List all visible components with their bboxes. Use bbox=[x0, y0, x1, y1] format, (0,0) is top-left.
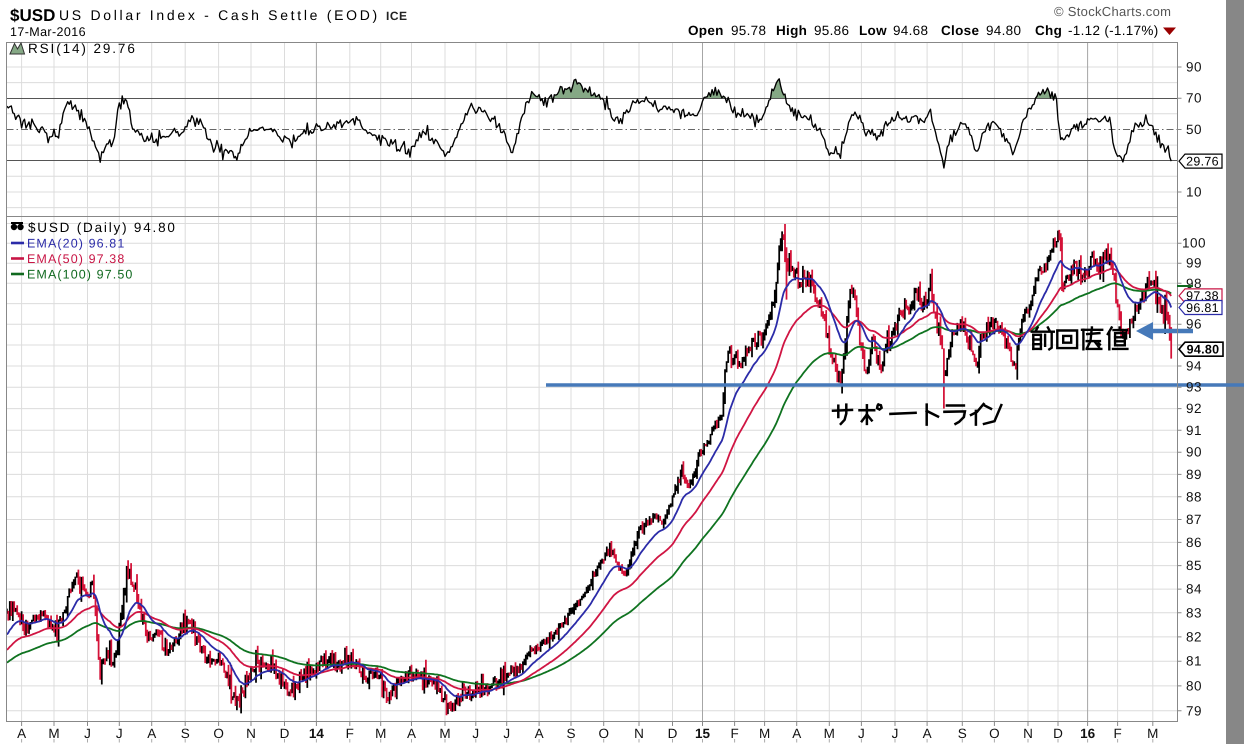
svg-text:M: M bbox=[759, 726, 770, 741]
svg-text:81: 81 bbox=[1186, 654, 1202, 669]
svg-text:J: J bbox=[858, 726, 865, 741]
svg-text:S: S bbox=[958, 726, 967, 741]
svg-text:98: 98 bbox=[1186, 276, 1202, 291]
svg-text:A: A bbox=[923, 726, 932, 741]
svg-text:A: A bbox=[17, 726, 26, 741]
svg-text:High: High bbox=[776, 23, 807, 38]
svg-text:94.80: 94.80 bbox=[1187, 343, 1220, 357]
svg-text:O: O bbox=[989, 726, 1000, 741]
svg-text:A: A bbox=[407, 726, 416, 741]
svg-text:ICE: ICE bbox=[386, 9, 408, 23]
svg-text:87: 87 bbox=[1186, 512, 1202, 527]
svg-text:M: M bbox=[1147, 726, 1158, 741]
svg-text:14: 14 bbox=[309, 726, 325, 741]
svg-text:96.81: 96.81 bbox=[1186, 301, 1219, 315]
svg-text:M: M bbox=[824, 726, 835, 741]
svg-text:Open: Open bbox=[688, 23, 724, 38]
svg-text:89: 89 bbox=[1186, 467, 1202, 482]
svg-text:F: F bbox=[346, 726, 354, 741]
svg-text:M: M bbox=[439, 726, 450, 741]
svg-text:EMA(20) 96.81: EMA(20) 96.81 bbox=[27, 237, 125, 251]
svg-text:© StockCharts.com: © StockCharts.com bbox=[1054, 4, 1171, 19]
svg-text:86: 86 bbox=[1186, 535, 1202, 550]
svg-text:J: J bbox=[116, 726, 123, 741]
svg-text:D: D bbox=[1053, 726, 1063, 741]
svg-text:90: 90 bbox=[1186, 445, 1202, 460]
svg-text:16: 16 bbox=[1080, 726, 1096, 741]
svg-text:N: N bbox=[1023, 726, 1033, 741]
svg-text:96: 96 bbox=[1186, 317, 1202, 332]
svg-text:97.38: 97.38 bbox=[1186, 289, 1219, 303]
svg-text:100: 100 bbox=[1182, 236, 1206, 251]
svg-text:N: N bbox=[634, 726, 644, 741]
svg-text:$USD (Daily) 94.80: $USD (Daily) 94.80 bbox=[28, 220, 177, 235]
svg-text:D: D bbox=[280, 726, 290, 741]
svg-text:94: 94 bbox=[1186, 359, 1202, 374]
svg-text:S: S bbox=[566, 726, 575, 741]
svg-text:A: A bbox=[535, 726, 544, 741]
svg-text:79: 79 bbox=[1186, 703, 1202, 718]
svg-text:N: N bbox=[246, 726, 256, 741]
svg-text:95.86: 95.86 bbox=[814, 23, 849, 38]
svg-text:99: 99 bbox=[1186, 256, 1202, 271]
svg-text:J: J bbox=[84, 726, 91, 741]
svg-text:90: 90 bbox=[1186, 60, 1202, 75]
svg-text:Close: Close bbox=[941, 23, 979, 38]
svg-text:J: J bbox=[892, 726, 899, 741]
svg-text:M: M bbox=[375, 726, 386, 741]
svg-text:O: O bbox=[213, 726, 224, 741]
svg-text:17-Mar-2016: 17-Mar-2016 bbox=[10, 25, 86, 39]
svg-text:93: 93 bbox=[1186, 380, 1202, 395]
svg-text:F: F bbox=[730, 726, 738, 741]
svg-text:82: 82 bbox=[1186, 629, 1202, 644]
svg-text:F: F bbox=[1113, 726, 1121, 741]
svg-text:EMA(100) 97.50: EMA(100) 97.50 bbox=[27, 268, 133, 282]
svg-text:A: A bbox=[147, 726, 156, 741]
svg-text:29.76: 29.76 bbox=[1186, 154, 1219, 168]
svg-text:S: S bbox=[181, 726, 190, 741]
svg-text:84: 84 bbox=[1186, 582, 1202, 597]
svg-text:95.78: 95.78 bbox=[731, 23, 766, 38]
svg-text:J: J bbox=[472, 726, 479, 741]
svg-text:-1.12 (-1.17%): -1.12 (-1.17%) bbox=[1068, 23, 1159, 38]
svg-text:RSI(14) 29.76: RSI(14) 29.76 bbox=[28, 41, 137, 56]
svg-text:94.80: 94.80 bbox=[986, 23, 1021, 38]
svg-text:EMA(50) 97.38: EMA(50) 97.38 bbox=[27, 252, 125, 266]
svg-text:92: 92 bbox=[1186, 401, 1202, 416]
svg-text:15: 15 bbox=[695, 726, 711, 741]
svg-text:D: D bbox=[668, 726, 678, 741]
svg-text:Chg: Chg bbox=[1035, 23, 1062, 38]
svg-text:J: J bbox=[503, 726, 510, 741]
svg-text:50: 50 bbox=[1186, 122, 1202, 137]
svg-text:80: 80 bbox=[1186, 678, 1202, 693]
svg-text:O: O bbox=[598, 726, 609, 741]
svg-text:85: 85 bbox=[1186, 558, 1202, 573]
svg-text:83: 83 bbox=[1186, 605, 1202, 620]
svg-text:$USD: $USD bbox=[10, 6, 55, 25]
svg-text:70: 70 bbox=[1186, 91, 1202, 106]
svg-text:91: 91 bbox=[1186, 423, 1202, 438]
svg-text:US Dollar Index - Cash Settle: US Dollar Index - Cash Settle (EOD) bbox=[59, 7, 380, 23]
svg-text:Low: Low bbox=[859, 23, 887, 38]
svg-text:A: A bbox=[792, 726, 801, 741]
svg-text:94.68: 94.68 bbox=[893, 23, 928, 38]
svg-text:88: 88 bbox=[1186, 489, 1202, 504]
svg-text:10: 10 bbox=[1186, 185, 1202, 200]
svg-text:M: M bbox=[48, 726, 59, 741]
